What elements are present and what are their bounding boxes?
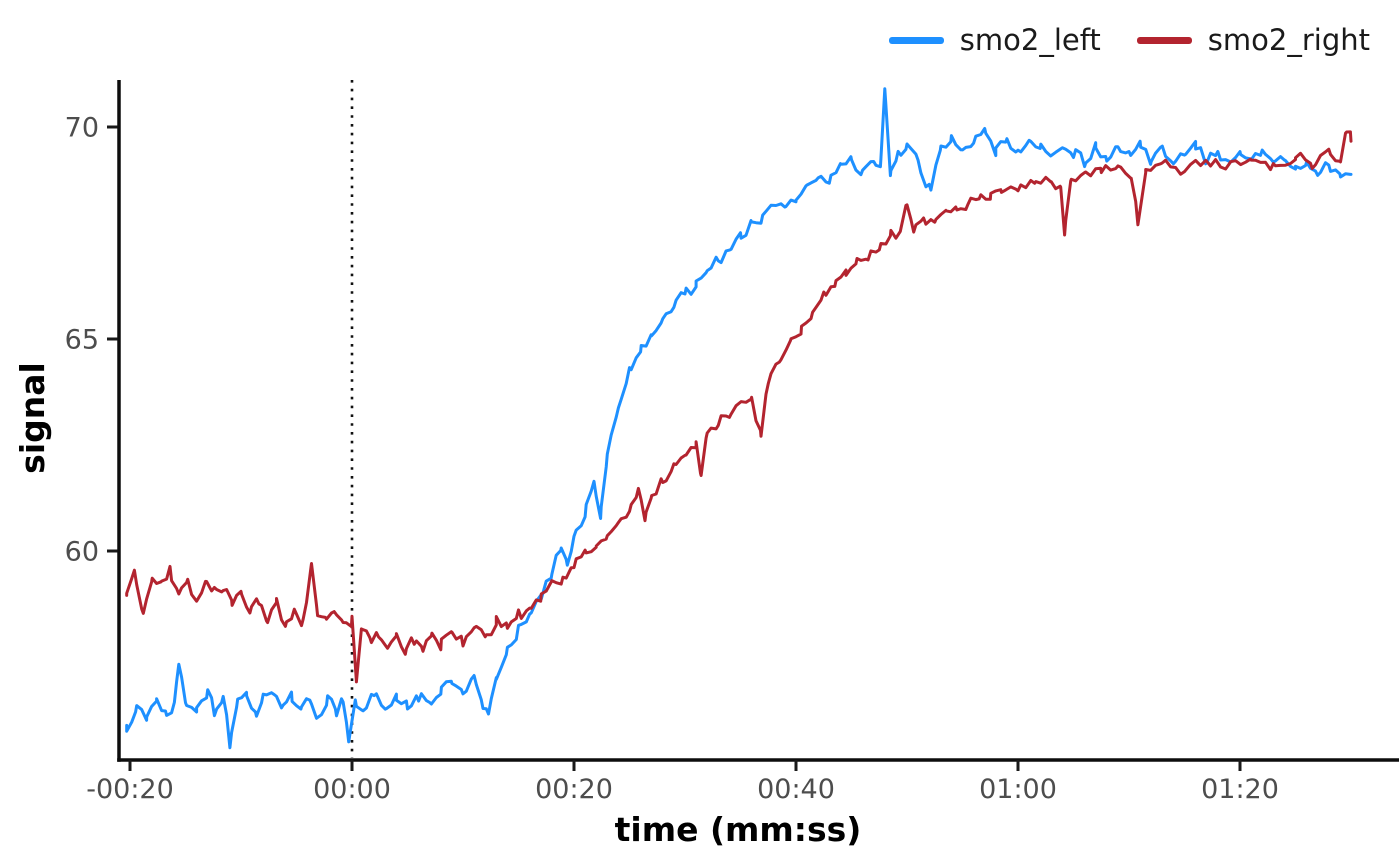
y-tick-label: 60 bbox=[65, 537, 99, 568]
x-tick-label: -00:20 bbox=[86, 774, 174, 805]
x-tick-label: 00:00 bbox=[313, 774, 391, 805]
legend-label-smo2-right: smo2_right bbox=[1207, 23, 1370, 57]
legend-label-smo2-left: smo2_left bbox=[959, 23, 1101, 57]
y-tick-label: 65 bbox=[65, 325, 99, 356]
legend-item-smo2-right: smo2_right bbox=[1136, 23, 1370, 57]
legend-key-line-icon bbox=[1136, 37, 1192, 44]
legend-key-line-icon bbox=[888, 37, 944, 44]
x-tick-label: 00:40 bbox=[757, 774, 835, 805]
y-tick-label: 70 bbox=[65, 113, 99, 144]
tick-marks-and-labels: -00:20 00:00 00:20 00:40 01:00 01:20 70 65 60 bbox=[65, 113, 1279, 806]
x-axis-title: time (mm:ss) bbox=[615, 810, 862, 849]
series-lines bbox=[125, 87, 1353, 750]
x-tick-label: 01:00 bbox=[979, 774, 1057, 805]
series-line-smo2_left bbox=[125, 87, 1353, 750]
x-tick-label: 01:20 bbox=[1201, 774, 1279, 805]
y-axis-title: signal bbox=[13, 362, 52, 474]
legend: smo2_left smo2_right bbox=[888, 23, 1370, 57]
x-tick-label: 00:20 bbox=[535, 774, 613, 805]
axes bbox=[117, 80, 1399, 762]
series-line-smo2_right bbox=[125, 130, 1353, 684]
legend-item-smo2-left: smo2_left bbox=[888, 23, 1101, 57]
